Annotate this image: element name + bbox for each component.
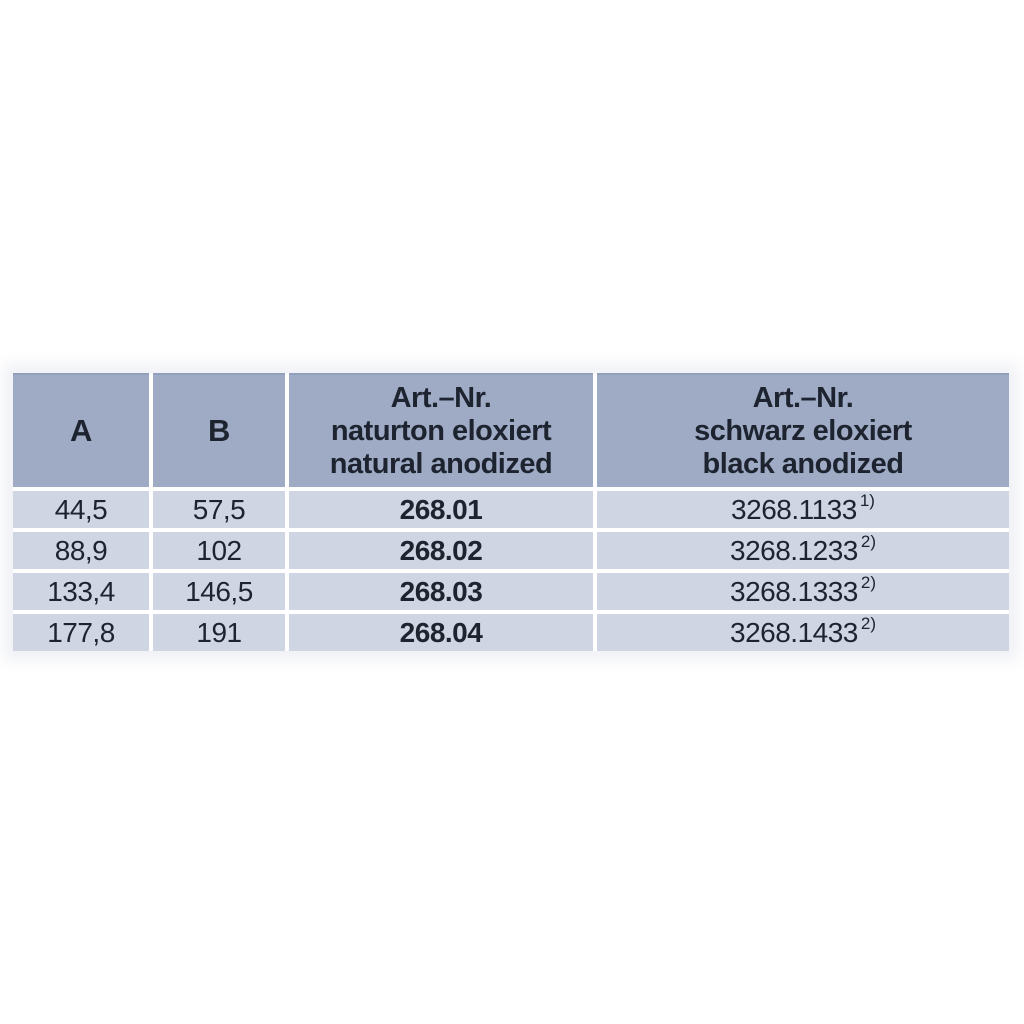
footnote-marker: 2) [860, 572, 876, 592]
header-cell-art-black: Art.–Nr. schwarz eloxiert black anodized [597, 373, 1009, 487]
cell-b-value: 102 [153, 532, 285, 569]
cell-a-value: 177,8 [13, 614, 149, 651]
header-cell-a: A [13, 373, 149, 487]
header-art-natural-line-1: Art.–Nr. [390, 381, 492, 414]
cell-art-black-value: 3268.1333 2) [597, 573, 1009, 610]
cell-a-value: 88,9 [13, 532, 149, 569]
art-black-number: 3268.1133 [731, 493, 857, 525]
cell-b-value: 57,5 [153, 491, 285, 528]
cell-a-value: 133,4 [13, 573, 149, 610]
footnote-marker: 2) [860, 613, 876, 633]
header-b-label: B [208, 413, 230, 448]
header-art-natural-line-2: naturton eloxiert [330, 414, 552, 447]
header-a-label: A [70, 413, 92, 448]
header-art-black-line-2: schwarz eloxiert [694, 414, 912, 447]
cell-art-natural-value: 268.01 [289, 491, 593, 528]
cell-art-natural-value: 268.04 [289, 614, 593, 651]
art-black-number: 3268.1233 [730, 534, 858, 566]
header-art-black-line-1: Art.–Nr. [752, 381, 854, 414]
cell-art-black-value: 3268.1433 2) [597, 614, 1009, 651]
art-black-number: 3268.1433 [730, 616, 858, 648]
footnote-marker: 2) [860, 531, 876, 551]
art-black-number: 3268.1333 [730, 575, 858, 607]
header-art-black-line-3: black anodized [702, 447, 904, 480]
header-cell-b: B [153, 373, 285, 487]
cell-art-black-value: 3268.1133 1) [597, 491, 1009, 528]
cell-art-natural-value: 268.02 [289, 532, 593, 569]
article-number-table: A B Art.–Nr. naturton eloxiert natural a… [13, 373, 1009, 651]
cell-b-value: 191 [153, 614, 285, 651]
header-cell-art-natural: Art.–Nr. naturton eloxiert natural anodi… [289, 373, 593, 487]
cell-a-value: 44,5 [13, 491, 149, 528]
header-art-natural-line-3: natural anodized [329, 447, 553, 480]
cell-art-black-value: 3268.1233 2) [597, 532, 1009, 569]
cell-art-natural-value: 268.03 [289, 573, 593, 610]
footnote-marker: 1) [859, 490, 875, 510]
cell-b-value: 146,5 [153, 573, 285, 610]
